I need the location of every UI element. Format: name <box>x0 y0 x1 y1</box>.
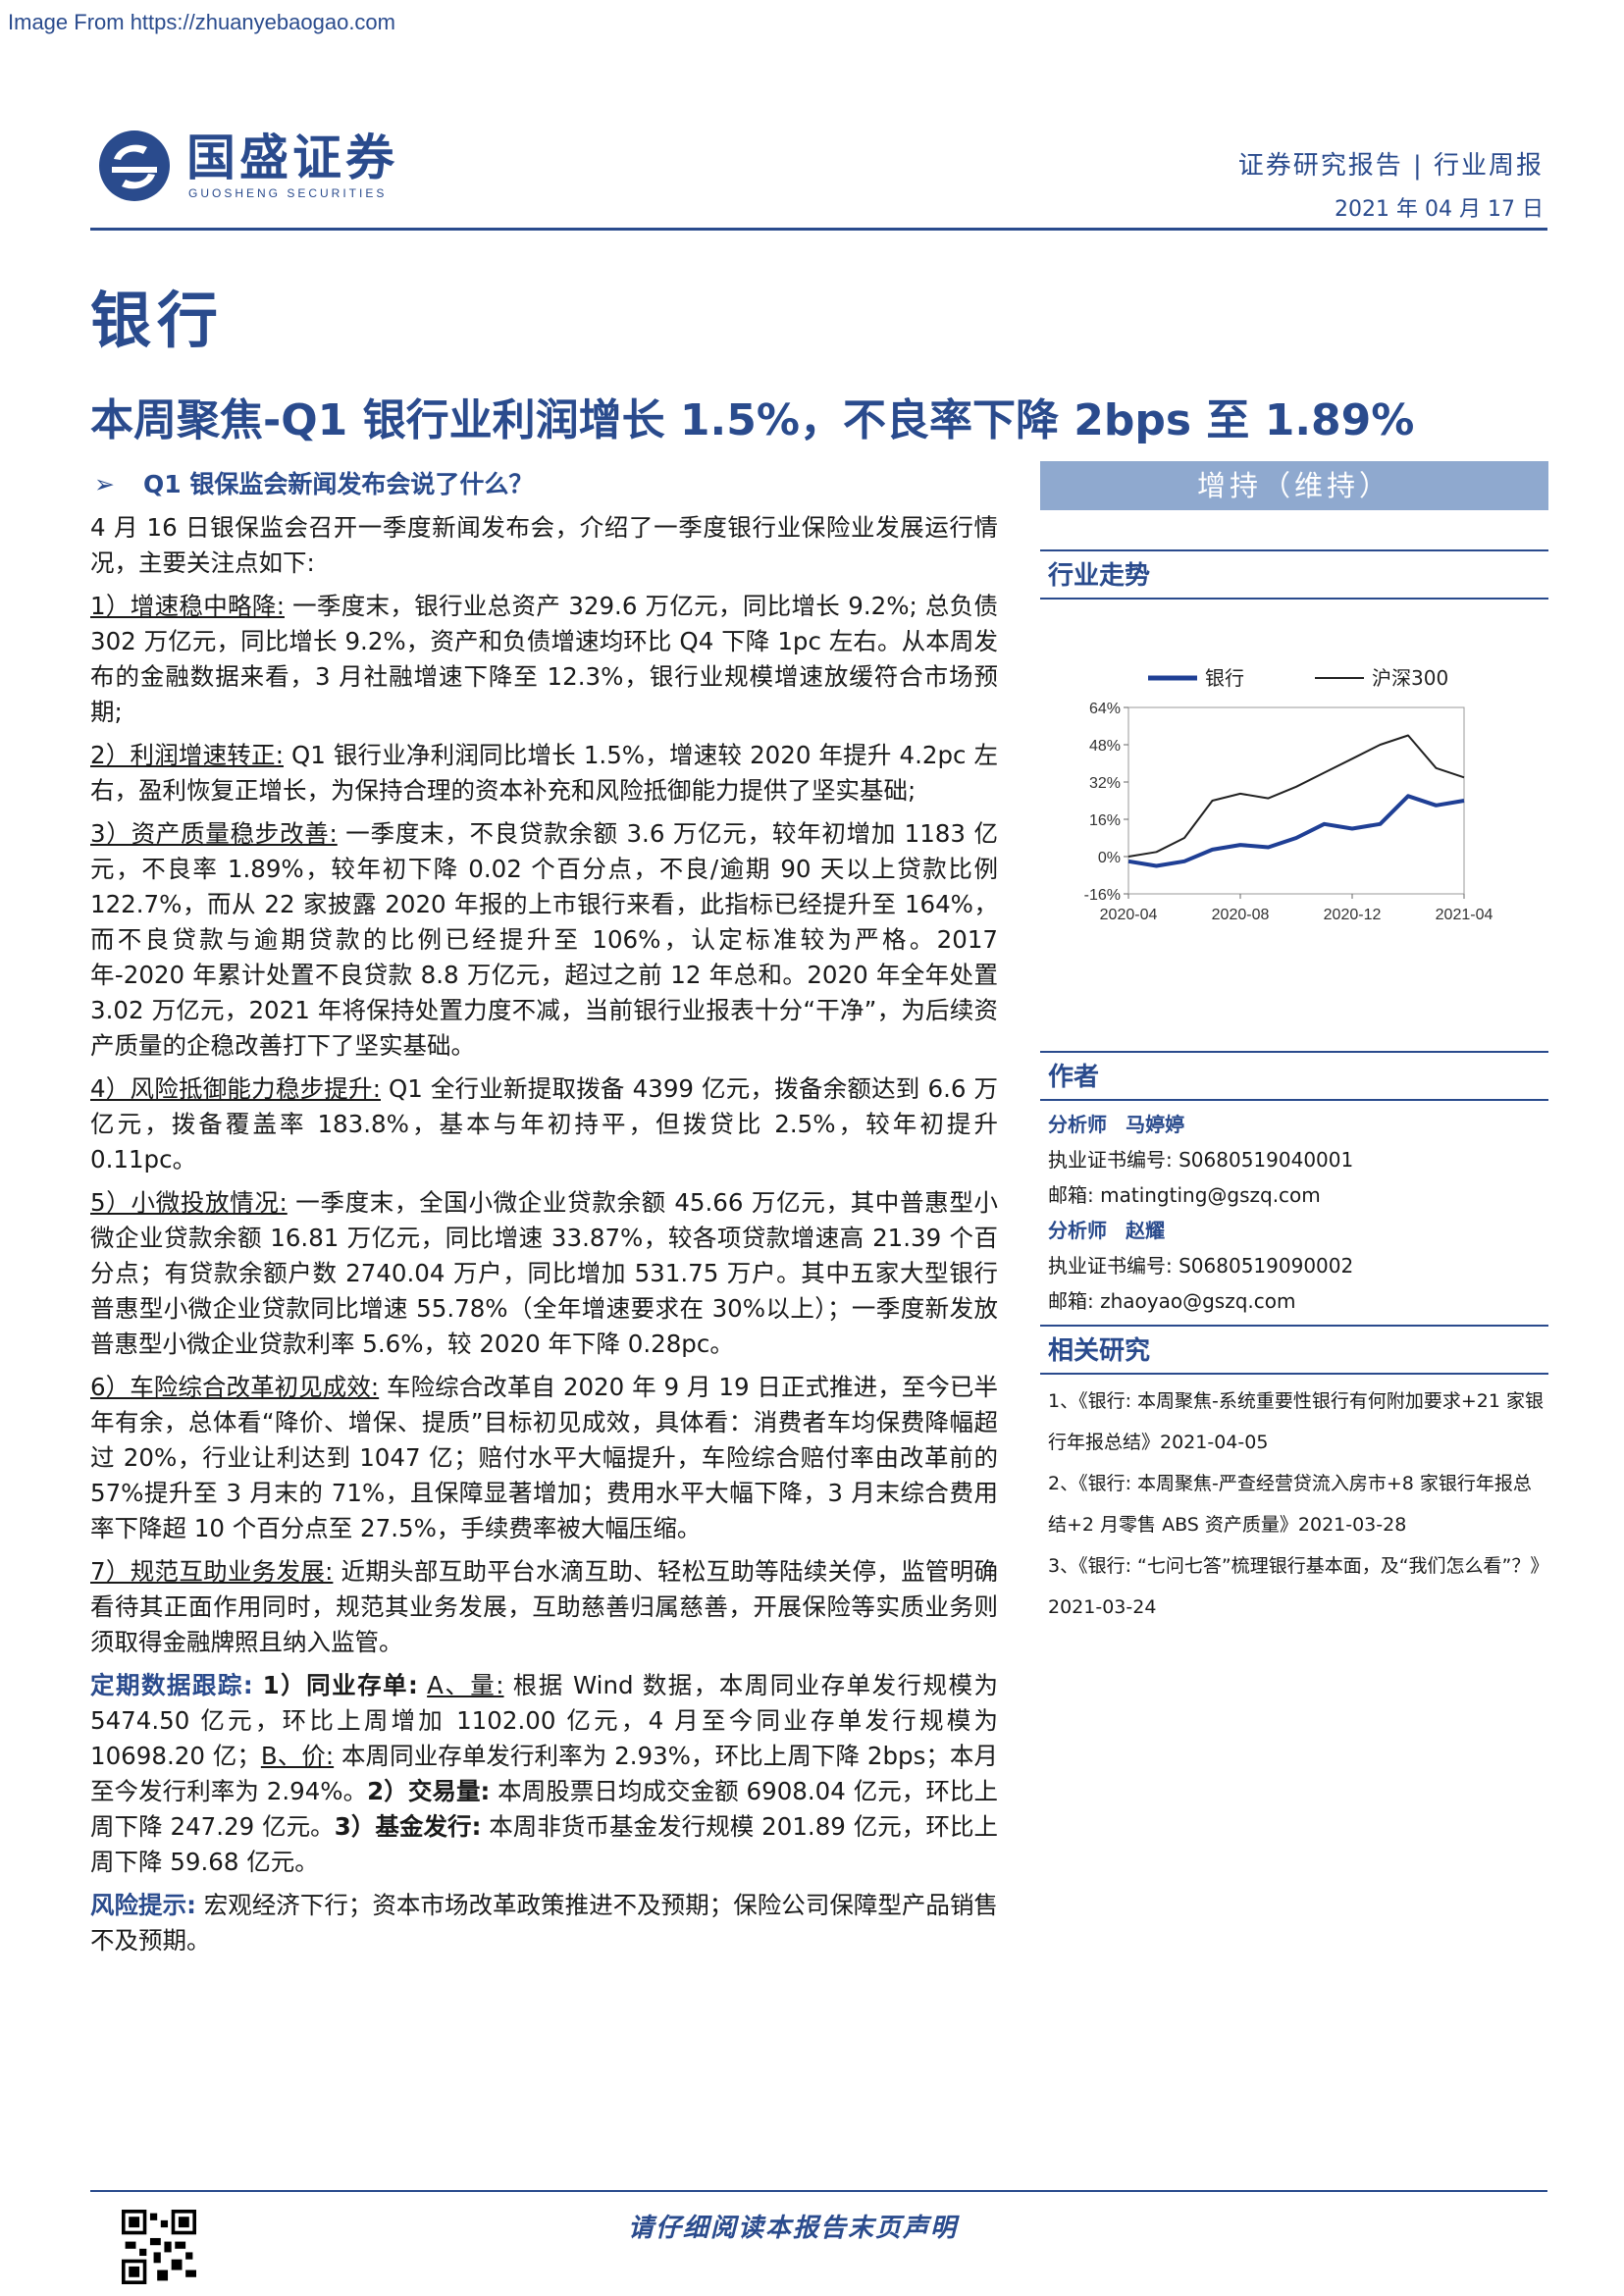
author-2-email: 邮箱: zhaoyao@gszq.com <box>1040 1283 1548 1319</box>
y-tick-label: 48% <box>1089 738 1121 755</box>
cert-label: 执业证书编号: <box>1048 1254 1173 1278</box>
point-label: 6）车险综合改革初见成效: <box>90 1373 380 1401</box>
point-label: 3）资产质量稳步改善: <box>90 819 338 848</box>
tracking-paragraph: 定期数据跟踪: 1）同业存单: A、量: 根据 Wind 数据，本周同业存单发行… <box>90 1668 998 1880</box>
point-text: 一季度末，全国小微企业贷款余额 45.66 万亿元，其中普惠型小微企业贷款余额 … <box>90 1188 998 1358</box>
sidebar: 增持（维持） 行业走势 64% 48% 32% 16% 0% -16% 2020-04 202… <box>1040 461 1548 1628</box>
x-tick-label: 2020-08 <box>1212 907 1270 923</box>
section-title: ➢ Q1 银保监会新闻发布会说了什么？ <box>90 467 998 502</box>
risk-paragraph: 风险提示: 宏观经济下行；资本市场改革政策推进不及预期；保险公司保障型产品销售不… <box>90 1888 998 1958</box>
trend-chart: 64% 48% 32% 16% 0% -16% 2020-04 2020-08 2020-12 2… <box>1084 666 1493 923</box>
tracking-p2-label: 2）交易量: <box>367 1777 491 1805</box>
chart-plot-frame <box>1127 706 1465 895</box>
series-line-bank <box>1127 794 1465 868</box>
email-link[interactable]: zhaoyao@gszq.com <box>1100 1289 1296 1313</box>
sector-title: 银行 <box>90 285 225 356</box>
series-line-csi300 <box>1127 734 1465 858</box>
x-tick-label: 2020-12 <box>1324 907 1382 923</box>
tracking-p2-text: 本周股票日均成交金额 6908.04 亿元，环比上周下降 247.29 亿元。 <box>90 1777 998 1841</box>
legend-label: 银行 <box>1205 666 1244 690</box>
point-2: 2）利润增速转正: Q1 银行业净利润同比增长 1.5%，增速较 2020 年提… <box>90 738 998 809</box>
main-content: ➢ Q1 银保监会新闻发布会说了什么？ 4 月 16 日银保监会召开一季度新闻发布… <box>90 467 998 1966</box>
guosheng-logo-icon <box>99 130 170 201</box>
report-type: 证券研究报告 | 行业周报 <box>1237 151 1544 181</box>
research-list: 1、《银行: 本周聚焦-系统重要性银行有何附加要求+21 家银行年报总结》202… <box>1040 1375 1548 1628</box>
point-1: 1）增速稳中略降: 一季度末，银行业总资产 329.6 万亿元，同比增长 9.2… <box>90 589 998 730</box>
y-tick-label: 32% <box>1089 775 1121 792</box>
section-title-text: Q1 银保监会新闻发布会说了什么？ <box>143 470 534 498</box>
y-tick-label: 64% <box>1089 701 1121 717</box>
brand-logo: 国盛证券 GUOSHENG SECURITIES <box>96 128 449 212</box>
trend-title: 行业走势 <box>1040 549 1548 600</box>
research-item[interactable]: 2、《银行: 本周聚焦-严查经营贷流入房市+8 家银行年报总结+2 月零售 AB… <box>1048 1473 1532 1536</box>
tracking-p3-text: 本周非货币基金发行规模 201.89 亿元，环比上周下降 59.68 亿元。 <box>90 1812 998 1876</box>
risk-label: 风险提示: <box>90 1891 196 1919</box>
y-tick-label: 0% <box>1098 850 1121 866</box>
footer-disclaimer: 请仔细阅读本报告末页声明 <box>628 2214 959 2243</box>
authors-title: 作者 <box>1040 1051 1548 1101</box>
point-7: 7）规范互助业务发展: 近期头部互助平台水滴互助、轻松互助等陆续关停，监管明确看… <box>90 1554 998 1660</box>
arrow-bullet-icon: ➢ <box>94 470 115 498</box>
tracking-label: 定期数据跟踪: <box>90 1671 253 1699</box>
cert-number: S0680519090002 <box>1179 1254 1354 1278</box>
author-role: 分析师 <box>1048 1113 1107 1136</box>
cert-label: 执业证书编号: <box>1048 1148 1173 1172</box>
point-text: Q1 银行业净利润同比增长 1.5%，增速较 2020 年提升 4.2pc 左右… <box>90 741 998 805</box>
point-text: Q1 全行业新提取拨备 4399 亿元，拨备余额达到 6.6 万亿元，拨备覆盖率… <box>90 1074 998 1174</box>
point-text: 一季度末，银行业总资产 329.6 万亿元，同比增长 9.2%; 总负债 302… <box>90 592 998 726</box>
x-tick-label: 2020-04 <box>1100 907 1158 923</box>
point-4: 4）风险抵御能力稳步提升: Q1 全行业新提取拨备 4399 亿元，拨备余额达到… <box>90 1071 998 1177</box>
point-label: 5）小微投放情况: <box>90 1188 288 1217</box>
point-text: 近期头部互助平台水滴互助、轻松互助等陆续关停，监管明确看待其正面作用同时，规范其… <box>90 1557 998 1656</box>
research-item[interactable]: 3、《银行: “七问七答”梳理银行基本面，及“我们怎么看”？》2021-03-2… <box>1048 1555 1540 1618</box>
risk-text: 宏观经济下行；资本市场改革政策推进不及预期；保险公司保障型产品销售不及预期。 <box>90 1891 998 1955</box>
point-6: 6）车险综合改革初见成效: 车险综合改革自 2020 年 9 月 19 日正式推… <box>90 1370 998 1546</box>
author-1: 分析师 马婷婷 <box>1040 1107 1548 1142</box>
report-header: 证券研究报告 | 行业周报 2021 年 04 月 17 日 <box>1238 145 1544 223</box>
point-label: 7）规范互助业务发展: <box>90 1557 334 1586</box>
author-2: 分析师 赵耀 <box>1040 1213 1548 1248</box>
brand-name-en: GUOSHENG SECURITIES <box>188 186 388 200</box>
author-name: 马婷婷 <box>1126 1113 1185 1136</box>
research-item[interactable]: 1、《银行: 本周聚焦-系统重要性银行有何附加要求+21 家银行年报总结》202… <box>1048 1390 1545 1453</box>
trend-chart-container: 64% 48% 32% 16% 0% -16% 2020-04 2020-08 2020-12 2… <box>1040 600 1548 1012</box>
authors-list: 分析师 马婷婷 执业证书编号: S0680519040001 邮箱: matin… <box>1040 1101 1548 1319</box>
tracking-a-label: A、量: <box>427 1671 504 1699</box>
email-link[interactable]: matingting@gszq.com <box>1100 1183 1321 1207</box>
author-role: 分析师 <box>1048 1219 1107 1242</box>
tracking-b-label: B、价: <box>260 1742 335 1770</box>
author-1-cert: 执业证书编号: S0680519040001 <box>1040 1142 1548 1177</box>
point-label: 1）增速稳中略降: <box>90 592 285 620</box>
point-label: 4）风险抵御能力稳步提升: <box>90 1074 381 1103</box>
footer-divider <box>90 2190 1547 2192</box>
tracking-b-text: 本周同业存单发行利率为 2.93%，环比上周下降 2bps；本月至今发行利率为 … <box>90 1742 998 1805</box>
point-5: 5）小微投放情况: 一季度末，全国小微企业贷款余额 45.66 万亿元，其中普惠… <box>90 1185 998 1362</box>
tracking-a-text: 根据 Wind 数据，本周同业存单发行规模为 5474.50 亿元，环比上周增加… <box>90 1671 998 1770</box>
research-title: 相关研究 <box>1040 1325 1548 1375</box>
email-label: 邮箱: <box>1048 1289 1094 1313</box>
tracking-p3-label: 3）基金发行: <box>334 1812 482 1841</box>
author-name: 赵耀 <box>1126 1219 1166 1242</box>
report-headline: 本周聚焦-Q1 银行业利润增长 1.5%，不良率下降 2bps 至 1.89% <box>90 395 1415 445</box>
report-date: 2021 年 04 月 17 日 <box>1335 197 1544 222</box>
point-3: 3）资产质量稳步改善: 一季度末，不良贷款余额 3.6 万亿元，较年初增加 11… <box>90 816 998 1064</box>
point-text: 车险综合改革自 2020 年 9 月 19 日正式推进，至今已半年有余，总体看“… <box>90 1373 998 1542</box>
brand-name: 国盛证券 <box>186 130 398 186</box>
cert-number: S0680519040001 <box>1179 1148 1354 1172</box>
legend-label: 沪深300 <box>1372 666 1448 690</box>
qr-code-icon <box>122 2210 196 2284</box>
email-label: 邮箱: <box>1048 1183 1094 1207</box>
point-text: 一季度末，不良贷款余额 3.6 万亿元，较年初增加 1183 亿元，不良率 1.… <box>90 819 998 1060</box>
tracking-p1-label: 1）同业存单: <box>252 1671 418 1699</box>
x-tick-label: 2021-04 <box>1436 907 1493 923</box>
y-tick-label: -16% <box>1084 887 1121 904</box>
source-banner: Image From https://zhuanyebaogao.com <box>8 10 395 34</box>
author-1-email: 邮箱: matingting@gszq.com <box>1040 1177 1548 1213</box>
author-2-cert: 执业证书编号: S0680519090002 <box>1040 1248 1548 1283</box>
y-tick-label: 16% <box>1089 812 1121 829</box>
header-divider <box>90 228 1547 231</box>
point-label: 2）利润增速转正: <box>90 741 284 769</box>
rating-badge: 增持（维持） <box>1040 461 1548 510</box>
intro-paragraph: 4 月 16 日银保监会召开一季度新闻发布会，介绍了一季度银行业保险业发展运行情… <box>90 513 998 577</box>
